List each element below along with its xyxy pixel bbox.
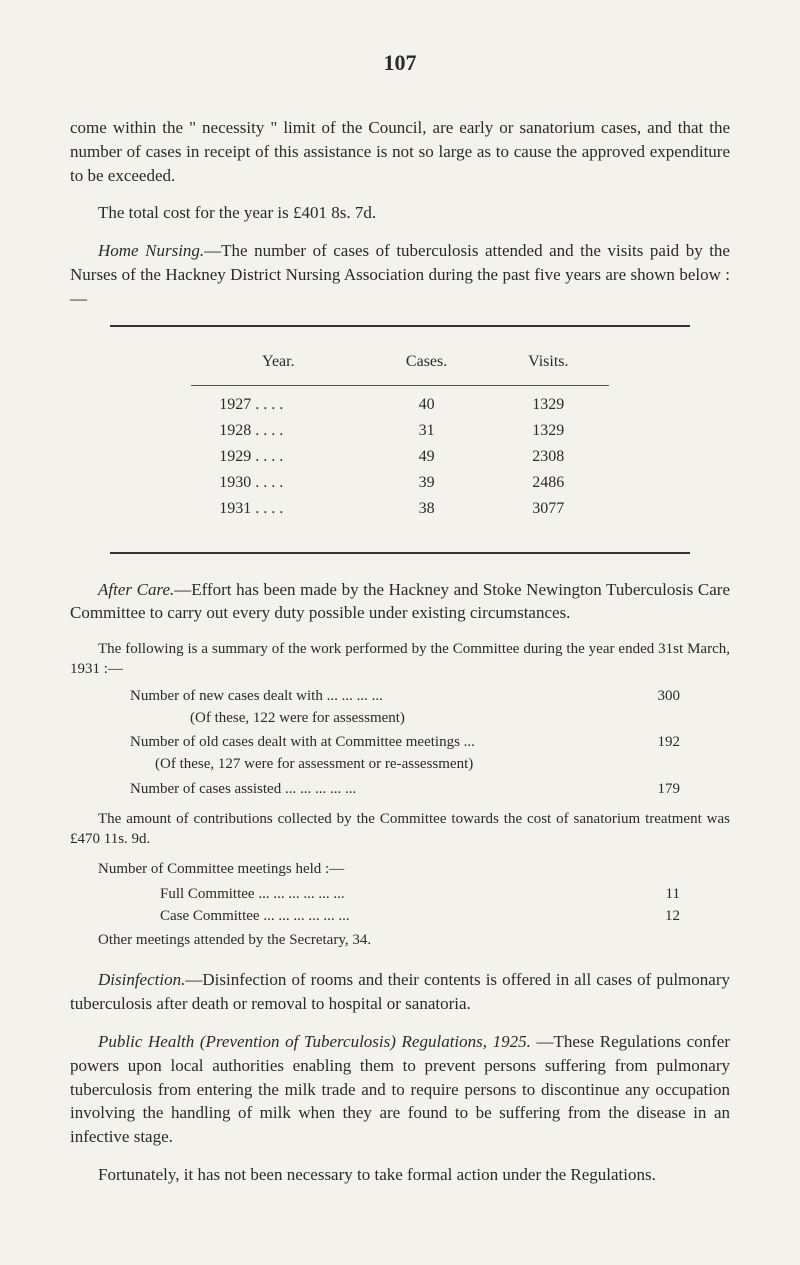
cell-visits: 2308	[488, 444, 609, 470]
th-cases: Cases.	[365, 345, 487, 386]
label-assisted: Number of cases assisted ... ... ... ...…	[130, 779, 620, 799]
cell-year: 1931 . . . .	[191, 496, 365, 528]
val-assisted: 179	[620, 779, 680, 799]
para-total-cost: The total cost for the year is £401 8s. …	[70, 201, 730, 225]
page-container: 107 come within the " necessity " limit …	[0, 0, 800, 1261]
page-number: 107	[70, 50, 730, 76]
cell-visits: 2486	[488, 470, 609, 496]
val-full-committee: 11	[620, 884, 680, 904]
label-case-committee: Case Committee ... ... ... ... ... ...	[160, 906, 620, 926]
list-line-assisted: Number of cases assisted ... ... ... ...…	[70, 779, 730, 799]
para-summary-intro: The following is a summary of the work p…	[70, 639, 730, 680]
th-visits: Visits.	[488, 345, 609, 386]
cell-visits: 1329	[488, 418, 609, 444]
list-line-full-committee: Full Committee ... ... ... ... ... ... 1…	[70, 884, 730, 904]
cell-cases: 38	[365, 496, 487, 528]
table-row: 1930 . . . . 39 2486	[191, 470, 609, 496]
list-line-new-cases: Number of new cases dealt with ... ... .…	[70, 686, 730, 706]
table-header-row: Year. Cases. Visits.	[191, 345, 609, 386]
table-row: 1927 . . . . 40 1329	[191, 385, 609, 418]
para-after-care: After Care.—Effort has been made by the …	[70, 578, 730, 626]
lead-public-health: Public Health (Prevention of Tuberculosi…	[98, 1032, 531, 1051]
cell-cases: 31	[365, 418, 487, 444]
table-row: 1928 . . . . 31 1329	[191, 418, 609, 444]
val-case-committee: 12	[620, 906, 680, 926]
val-new-cases: 300	[620, 686, 680, 706]
cell-cases: 49	[365, 444, 487, 470]
th-year: Year.	[191, 345, 365, 386]
cell-visits: 1329	[488, 385, 609, 418]
lead-after-care: After Care.	[98, 580, 174, 599]
label-new-cases: Number of new cases dealt with ... ... .…	[130, 686, 620, 706]
cell-year: 1929 . . . .	[191, 444, 365, 470]
cell-visits: 3077	[488, 496, 609, 528]
para-meetings-held: Number of Committee meetings held :—	[70, 859, 730, 879]
table-row: 1931 . . . . 38 3077	[191, 496, 609, 528]
para-intro-1: come within the " necessity " limit of t…	[70, 116, 730, 187]
para-fortunately: Fortunately, it has not been necessary t…	[70, 1163, 730, 1187]
lead-home-nursing: Home Nursing.	[98, 241, 204, 260]
lead-disinfection: Disinfection.	[98, 970, 185, 989]
val-old-cases: 192	[620, 732, 680, 752]
label-full-committee: Full Committee ... ... ... ... ... ...	[160, 884, 620, 904]
table-wrapper: Year. Cases. Visits. 1927 . . . . 40 132…	[110, 325, 690, 554]
cell-year: 1927 . . . .	[191, 385, 365, 418]
para-contributions: The amount of contributions collected by…	[70, 809, 730, 850]
cell-year: 1928 . . . .	[191, 418, 365, 444]
table-row: 1929 . . . . 49 2308	[191, 444, 609, 470]
cell-cases: 39	[365, 470, 487, 496]
para-home-nursing: Home Nursing.—The number of cases of tub…	[70, 239, 730, 310]
para-public-health: Public Health (Prevention of Tuberculosi…	[70, 1030, 730, 1149]
para-disinfection: Disinfection.—Disinfection of rooms and …	[70, 968, 730, 1016]
sub-new-cases: (Of these, 122 were for assessment)	[70, 708, 730, 728]
list-line-case-committee: Case Committee ... ... ... ... ... ... 1…	[70, 906, 730, 926]
list-line-old-cases: Number of old cases dealt with at Commit…	[70, 732, 730, 752]
cell-year: 1930 . . . .	[191, 470, 365, 496]
label-old-cases: Number of old cases dealt with at Commit…	[130, 732, 620, 752]
sub-old-cases: (Of these, 127 were for assessment or re…	[70, 754, 730, 774]
cell-cases: 40	[365, 385, 487, 418]
nursing-table: Year. Cases. Visits. 1927 . . . . 40 132…	[191, 345, 609, 528]
para-other-meetings: Other meetings attended by the Secretary…	[70, 930, 730, 950]
